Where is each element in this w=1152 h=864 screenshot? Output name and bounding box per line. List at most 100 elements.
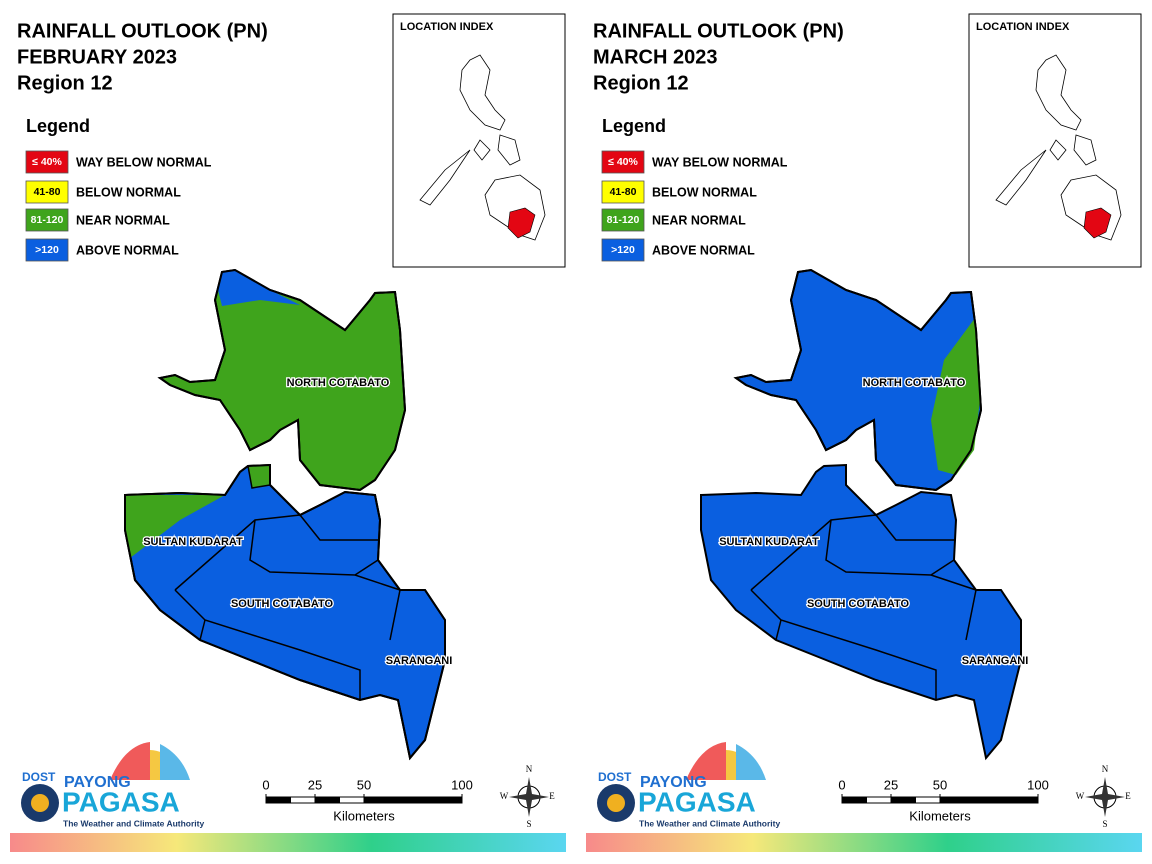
province-label: NORTH COTABATO [863,377,966,389]
province-border [199,619,206,641]
title-line: RAINFALL OUTLOOK (PN) [17,20,268,42]
scale-label: 25 [884,777,898,792]
province-border [775,619,782,641]
logo-umbrella-left [686,742,726,780]
scale-segment [265,796,291,804]
index-title: LOCATION INDEX [976,21,1070,33]
north-outline [157,268,407,492]
index-region [1083,207,1112,239]
compass-letter: S [526,819,531,829]
province-border [825,519,955,576]
legend-swatch [25,208,69,232]
province-label: SARANGANI [962,655,1029,667]
province-border [354,574,401,591]
scale-segment [363,796,463,804]
panel: RAINFALL OUTLOOK (PN) FEBRUARY 2023 Region… [10,13,566,852]
logo-seal-inner [31,794,49,812]
province-label: SOUTH COTABATO [231,598,333,610]
compass-star [1085,777,1125,817]
index-island [1035,54,1082,131]
logo-dost: DOST [598,770,632,784]
scale-label: 50 [357,777,371,792]
province-border [930,574,977,591]
scale-label: 25 [308,777,322,792]
south-outline [124,463,446,761]
scale-segment [915,796,941,804]
province-label: SOUTH COTABATO [807,598,909,610]
index-island [1073,134,1097,166]
north-cotabato-zone [931,318,980,475]
legend-label: ≤ 40% [32,156,62,168]
legend-label: >120 [611,244,635,256]
scale-label: 100 [451,777,473,792]
compass-letter: W [1076,791,1085,801]
province-border [389,589,401,641]
province-border [174,589,361,700]
compass-letter: E [549,791,555,801]
legend-text: NEAR NORMAL [76,213,170,227]
legend-text: NEAR NORMAL [652,213,746,227]
province-border [249,519,379,576]
province-border [875,514,956,541]
logo-seal-inner [607,794,625,812]
logo-umbrella-left [110,742,150,780]
legend-swatch [601,208,645,232]
scale-unit: Kilometers [333,808,395,823]
province-border [750,589,937,700]
legend-label: 41-80 [610,186,637,198]
compass-letter: N [1102,764,1109,774]
footer-gradient [10,833,566,852]
scale-label: 0 [262,777,269,792]
index-island [419,149,471,206]
logo-tagline: The Weather and Climate Authority [63,818,204,828]
logo-umbrella-right [160,744,190,780]
legend-label: 81-120 [607,214,640,226]
index-island [995,149,1047,206]
legend-label: >120 [35,244,59,256]
legend-text: BELOW NORMAL [652,185,757,199]
scale-segment [841,796,867,804]
compass-star [509,777,549,817]
scale-segment [939,796,1039,804]
index-island [459,54,506,131]
north-cotabato-zone [218,270,300,306]
logo-pagasa: PAGASA [62,786,180,817]
index-island [497,134,521,166]
legend-swatch [25,238,69,262]
logo-pagasa: PAGASA [638,786,756,817]
province-label: NORTH COTABATO [287,377,390,389]
scale-segment [339,796,365,804]
title-line: RAINFALL OUTLOOK (PN) [593,20,844,42]
legend-swatch [601,180,645,204]
index-island [473,139,491,161]
province-label: SULTAN KUDARAT [143,536,243,548]
legend-text: WAY BELOW NORMAL [652,155,788,169]
logo-payong: PAYONG [64,774,131,791]
province-border [965,589,977,641]
legend-swatch [25,180,69,204]
logo-umbrella-right [736,744,766,780]
sultan-kudarat-zone [125,495,225,558]
panel: RAINFALL OUTLOOK (PN) MARCH 2023 Region 12… [586,13,1142,852]
scale-segment [314,796,340,804]
scale-segment [290,796,316,804]
legend-text: BELOW NORMAL [76,185,181,199]
index-region [507,207,536,239]
small-zone [247,464,271,489]
province-border [299,514,380,541]
province-label: SULTAN KUDARAT [719,536,819,548]
compass-letter: N [526,764,533,774]
legend-label: ≤ 40% [608,156,638,168]
title-line: FEBRUARY 2023 [17,46,177,68]
legend-swatch [25,150,69,174]
legend-title: Legend [602,116,666,136]
legend-swatch [601,238,645,262]
index-island [1049,139,1067,161]
compass-letter: W [500,791,509,801]
scale-segment [866,796,892,804]
legend-swatch [601,150,645,174]
legend-title: Legend [26,116,90,136]
province-label: SARANGANI [386,655,453,667]
legend-text: WAY BELOW NORMAL [76,155,212,169]
